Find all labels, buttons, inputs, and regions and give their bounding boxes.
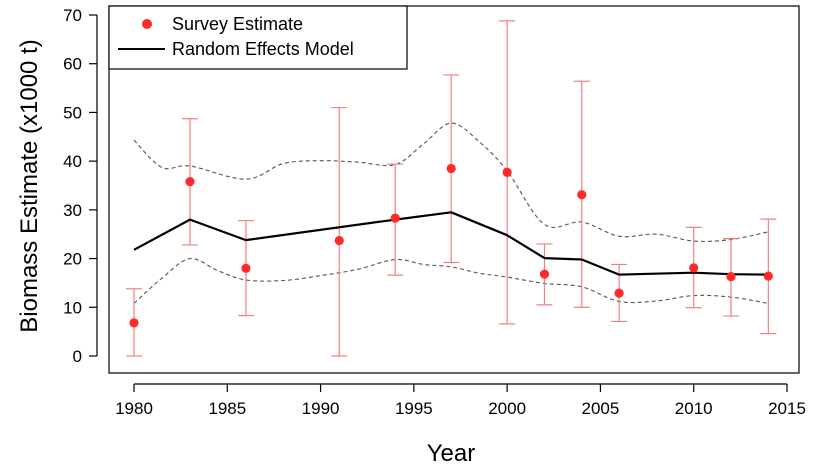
survey-points (129, 163, 773, 328)
y-tick-label: 60 (63, 55, 82, 74)
survey-point (334, 235, 344, 246)
x-tick-label: 2015 (768, 399, 806, 418)
survey-point (726, 271, 736, 282)
y-tick-label: 40 (63, 152, 82, 171)
legend: Survey Estimate Random Effects Model (108, 5, 408, 70)
y-tick-label: 70 (63, 6, 82, 25)
legend-survey-label: Survey Estimate (172, 14, 303, 34)
model-line-layer (133, 211, 769, 276)
x-tick-label: 2005 (582, 399, 620, 418)
x-tick-label: 1990 (302, 399, 340, 418)
axes: 1980 1985 1990 1995 2000 2005 2010 2015 0 10 20 30 4… (63, 5, 806, 418)
confidence-interval-lines (133, 122, 769, 304)
y-tick-label: 50 (63, 103, 82, 122)
legend-box (108, 5, 408, 70)
survey-point (129, 318, 139, 328)
survey-point (577, 190, 587, 200)
x-axis-title: Year (427, 440, 476, 466)
ci-upper-line (133, 122, 769, 242)
survey-point (390, 213, 400, 223)
legend-survey-marker (142, 19, 152, 29)
model-line (133, 211, 769, 276)
x-tick-label: 1985 (208, 399, 246, 418)
survey-point (689, 263, 699, 273)
error-bar (331, 106, 348, 357)
x-tick-label: 1995 (395, 399, 433, 418)
y-tick-label: 30 (63, 201, 82, 220)
x-tick-label: 2000 (488, 399, 526, 418)
survey-point (763, 271, 773, 281)
error-bars (126, 20, 777, 357)
plot-frame (108, 5, 800, 374)
survey-point (539, 269, 550, 279)
ci-lower-line (133, 258, 769, 304)
legend-model-label: Random Effects Model (172, 39, 354, 59)
x-tick-label: 2010 (675, 399, 713, 418)
survey-point (446, 163, 456, 174)
y-tick-label: 0 (73, 347, 82, 366)
survey-point (614, 288, 624, 298)
survey-point (502, 167, 512, 177)
survey-point (241, 263, 251, 273)
x-tick-label: 1980 (115, 399, 153, 418)
y-tick-label: 20 (63, 250, 82, 269)
y-tick-label: 10 (63, 298, 82, 317)
survey-point (185, 177, 195, 187)
y-axis-title: Biomass Estimate (x1000 t) (16, 39, 43, 332)
